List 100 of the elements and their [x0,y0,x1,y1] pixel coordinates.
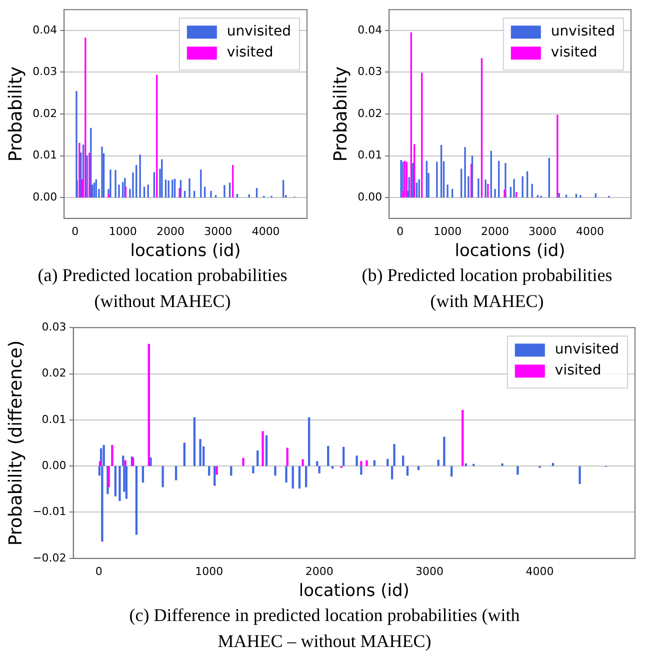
y-tick-label: 0.03 [42,320,66,334]
x-tick-label: 0 [396,224,404,238]
bar [286,448,288,466]
bar [308,417,310,466]
bar [437,460,440,466]
y-tick-label: 0.02 [32,106,58,120]
bar [373,460,376,466]
y-tick-label: 0.01 [32,148,58,162]
y-tick-label: 0.04 [358,23,382,36]
y-tick-label: 0.01 [42,412,66,426]
bar [114,466,116,496]
bar [262,431,264,466]
bar [98,461,102,466]
bar [390,466,394,480]
x-tick-label: 3000 [528,224,557,238]
bar [342,446,345,466]
bar [142,466,144,483]
bar [274,466,276,476]
y-tick-label: 0.00 [358,190,382,204]
bar [393,444,396,466]
y-tick-label: 0.01 [358,148,382,162]
bar [356,456,358,466]
bar [265,435,268,466]
y-tick-label: 0.04 [32,23,58,36]
bar [386,458,389,466]
bar [230,466,232,476]
bar [578,466,581,484]
x-tick-label: 1000 [434,224,462,238]
legend-label: visited [226,44,274,61]
bar [108,466,110,488]
y-axis-title: Probability [330,66,352,162]
x-axis-title: locations (id) [454,241,566,262]
x-tick-label: 2000 [481,224,510,238]
bar [292,466,294,489]
text: (b) Predicted location probabilities (with MAHEC) [360,264,614,313]
bar [150,457,152,466]
bar [443,436,446,466]
y-tick-label: 0.03 [358,65,382,78]
x-axis-title: locations (id) [130,241,241,262]
bar [216,466,218,475]
bar [450,466,453,477]
bar [318,466,320,474]
bar [285,466,288,483]
text: (c) Difference in predicted location probabilities (with MAHEC – without MAHEC) [128,604,521,653]
bar [183,442,186,466]
bar [305,466,308,488]
bar [327,446,330,466]
x-tick-label: 0 [95,564,102,578]
legend-label: unvisited [550,24,615,40]
y-tick-label: 0.03 [32,65,58,78]
legend-label: visited [554,362,602,379]
legend-label: unvisited [226,24,291,40]
bar [360,461,362,466]
bar [199,438,202,466]
bar [464,463,467,466]
bar [118,466,121,502]
y-tick-label: −0.01 [32,505,66,518]
y-tick-label: 0.02 [358,106,382,120]
x-tick-label: 4000 [576,224,604,238]
bar [516,466,519,475]
legend-label: visited [550,44,598,61]
x-tick-label: 4000 [252,224,280,238]
bar [111,444,114,466]
y-tick-label: 0.00 [42,458,66,472]
bar [174,466,178,480]
legend-label: unvisited [554,342,619,358]
bar [366,460,368,466]
bar [417,466,420,470]
bar [402,456,404,466]
y-axis-title: Probability [5,66,26,162]
bar [148,344,150,466]
x-tick-label: 3000 [204,224,232,238]
bar [316,461,318,466]
y-tick-label: 0.00 [32,190,58,204]
bar [298,466,301,489]
x-tick-label: 1000 [195,564,224,578]
bar [214,466,216,486]
y-tick-label: −0.02 [32,551,66,564]
x-tick-label: 2000 [305,564,334,578]
bar [256,450,259,466]
bar [208,466,210,476]
x-tick-label: 3000 [416,564,444,578]
text: (a) Predicted location probabilities (without MAHEC) [36,264,288,313]
y-axis-title: Probability (difference) [5,340,26,546]
bar [302,459,304,466]
x-tick-label: 2000 [156,224,184,238]
x-tick-label: 4000 [526,564,554,578]
bar [135,466,138,535]
bar [552,462,554,466]
bar [193,417,196,466]
bar [125,466,128,499]
bar [462,410,464,466]
bar [252,466,254,474]
bar [501,463,504,466]
bar [331,466,334,469]
x-tick-label: 0 [72,224,79,238]
bar [162,466,164,488]
y-tick-label: 0.02 [42,366,66,380]
bar [124,460,126,466]
x-axis-title: locations (id) [298,581,410,602]
